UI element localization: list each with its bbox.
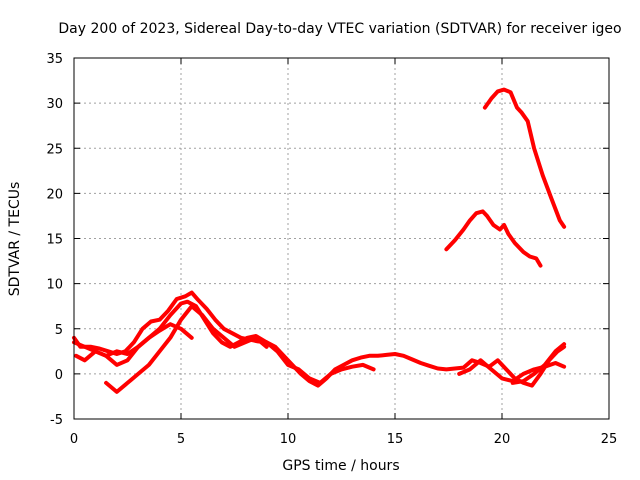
x-tick-label: 20 — [494, 432, 511, 447]
series-line-track-f — [510, 342, 567, 385]
y-tick-label: -5 — [50, 413, 63, 428]
y-tick-label: 0 — [55, 368, 63, 383]
y-tick-label: 5 — [55, 323, 63, 338]
y-tick-label: 15 — [46, 233, 63, 248]
grid-layer — [74, 58, 609, 419]
series-line-track-g — [444, 209, 543, 268]
y-tick-label: 10 — [46, 278, 63, 293]
series-line-track-c — [104, 304, 269, 394]
y-tick-label: 35 — [46, 52, 63, 67]
series-line-track-h — [482, 87, 567, 229]
y-tick-label: 25 — [46, 142, 63, 157]
x-tick-label: 15 — [387, 432, 404, 447]
tick-layer: 0 5 10 15 20 25 -5 0 5 10 15 20 25 30 35 — [46, 52, 617, 447]
y-axis-label: SDTVAR / TECUs — [7, 182, 23, 297]
x-tick-label: 25 — [601, 432, 618, 447]
series-line-track-d — [72, 322, 194, 358]
chart-title: Day 200 of 2023, Sidereal Day-to-day VTE… — [58, 21, 621, 37]
y-tick-label: 30 — [46, 97, 63, 112]
y-tick-label: 20 — [46, 187, 63, 202]
x-tick-label: 5 — [177, 432, 185, 447]
series-layer — [72, 87, 567, 394]
series-line-track-b — [74, 299, 376, 385]
x-axis-label: GPS time / hours — [282, 458, 399, 474]
x-tick-label: 10 — [280, 432, 297, 447]
x-tick-label: 0 — [70, 432, 78, 447]
